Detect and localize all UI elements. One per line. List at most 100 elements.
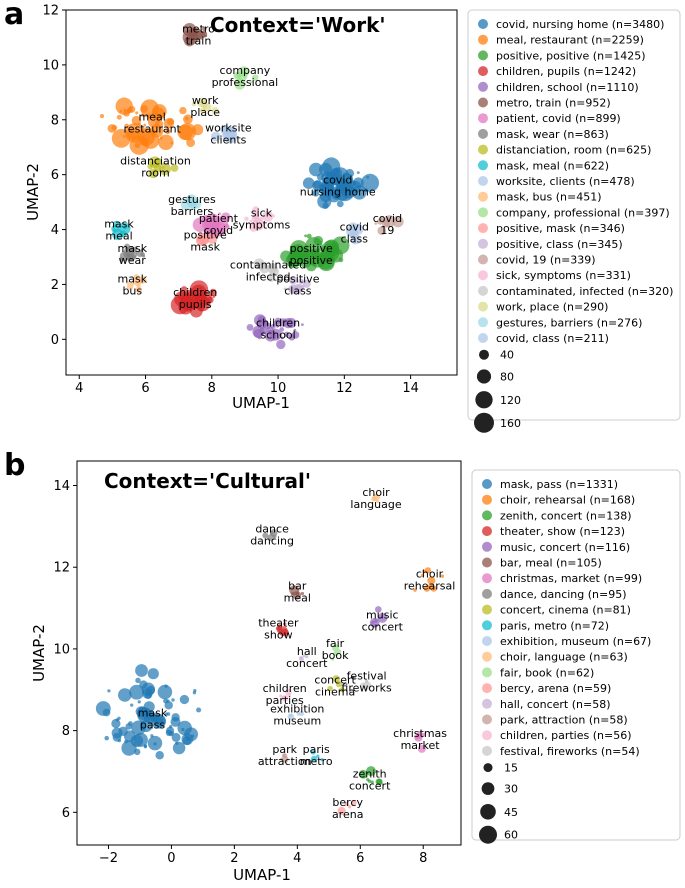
scatter-point <box>262 210 274 222</box>
scatter-point <box>370 780 374 784</box>
scatter-point <box>143 701 155 713</box>
scatter-point <box>305 655 309 659</box>
scatter-point <box>257 266 260 269</box>
legend-marker <box>478 97 488 108</box>
scatter-point <box>177 720 192 736</box>
legend-marker <box>482 698 492 709</box>
scatter-point <box>320 757 324 762</box>
legend-marker <box>478 66 488 77</box>
scatter-point <box>253 314 266 327</box>
scatter-point <box>192 124 204 136</box>
scatter-point <box>201 31 208 38</box>
cluster-label: sick symptoms <box>233 207 291 232</box>
scatter-point <box>344 801 349 807</box>
panel-a-y-axis-label: UMAP-2 <box>24 163 42 221</box>
scatter-point <box>364 679 369 683</box>
scatter-point <box>299 656 304 662</box>
scatter-point <box>268 275 275 282</box>
scatter-point <box>269 328 282 341</box>
scatter-point <box>319 190 332 203</box>
scatter-point <box>319 187 323 191</box>
scatter-point <box>347 805 352 809</box>
scatter-point <box>338 257 344 263</box>
scatter-point <box>150 734 154 738</box>
y-tick-label: 6 <box>51 168 59 183</box>
scatter-point <box>202 26 207 32</box>
size-legend-marker <box>481 782 495 796</box>
legend-marker <box>478 34 488 45</box>
scatter-point <box>303 249 320 265</box>
scatter-point <box>413 588 417 592</box>
legend-entry: positive, mask (n=346) <box>496 222 625 235</box>
scatter-point <box>138 706 146 714</box>
scatter-point <box>99 114 105 119</box>
scatter-point <box>123 730 136 743</box>
scatter-point <box>310 749 316 755</box>
scatter-point <box>112 228 116 232</box>
scatter-point <box>310 755 318 763</box>
scatter-point <box>133 732 148 747</box>
scatter-point <box>287 693 291 697</box>
scatter-point <box>180 295 195 310</box>
scatter-point <box>272 267 276 271</box>
cluster-label: positive class <box>276 272 319 297</box>
scatter-point <box>279 327 285 332</box>
scatter-point <box>141 113 145 117</box>
legend-marker <box>478 270 488 281</box>
scatter-point <box>196 707 202 713</box>
scatter-point <box>298 710 304 716</box>
scatter-point <box>142 254 146 258</box>
legend-entry: festival, fireworks (n=54) <box>500 745 640 758</box>
scatter-point <box>369 617 380 628</box>
size-legend-label: 80 <box>500 370 514 383</box>
cluster-label: festival fireworks <box>341 670 392 695</box>
size-legend-label: 15 <box>504 762 518 775</box>
legend-entry: patient, covid (n=899) <box>496 112 621 125</box>
scatter-point <box>244 216 249 221</box>
scatter-point <box>259 326 268 335</box>
scatter-point <box>414 733 423 742</box>
legend-marker <box>478 176 488 186</box>
legend-entry: choir, rehearsal (n=168) <box>500 494 635 507</box>
cluster-label: worksite clients <box>205 122 252 147</box>
legend-marker <box>478 285 488 296</box>
scatter-point <box>301 323 304 326</box>
x-tick-label: 12 <box>336 381 353 396</box>
legend-entry: exhibition, museum (n=67) <box>500 635 651 648</box>
scatter-point <box>246 323 254 331</box>
scatter-point <box>189 307 193 312</box>
scatter-point <box>392 215 404 228</box>
scatter-point <box>111 124 118 131</box>
cluster-label: children school <box>256 316 300 341</box>
legend-entry: company, professional (n=397) <box>496 206 670 219</box>
scatter-point <box>339 188 343 192</box>
scatter-point <box>102 708 111 717</box>
scatter-point <box>337 649 342 654</box>
scatter-point <box>336 200 344 208</box>
scatter-point <box>375 499 380 504</box>
cluster-label: zenith concert <box>349 768 391 793</box>
x-tick-label: 8 <box>419 851 427 866</box>
scatter-point <box>203 106 206 110</box>
scatter-point <box>143 123 147 127</box>
scatter-point <box>171 732 181 742</box>
scatter-point <box>133 277 142 286</box>
scatter-point <box>371 496 377 502</box>
scatter-point <box>218 212 222 216</box>
legend-marker <box>478 113 488 124</box>
scatter-point <box>104 735 109 741</box>
legend-marker <box>478 301 488 312</box>
scatter-point <box>302 177 315 189</box>
scatter-point <box>283 287 287 291</box>
x-tick-label: 6 <box>356 851 364 866</box>
scatter-point <box>279 694 283 698</box>
scatter-point <box>283 317 294 329</box>
scatter-point <box>203 103 212 112</box>
cluster-label: gestures barriers <box>168 193 216 218</box>
scatter-point <box>322 202 329 209</box>
legend-marker <box>482 745 492 756</box>
scatter-point <box>249 219 253 223</box>
scatter-point <box>155 750 164 760</box>
scatter-point <box>112 220 120 228</box>
x-tick-label: 4 <box>75 381 83 396</box>
